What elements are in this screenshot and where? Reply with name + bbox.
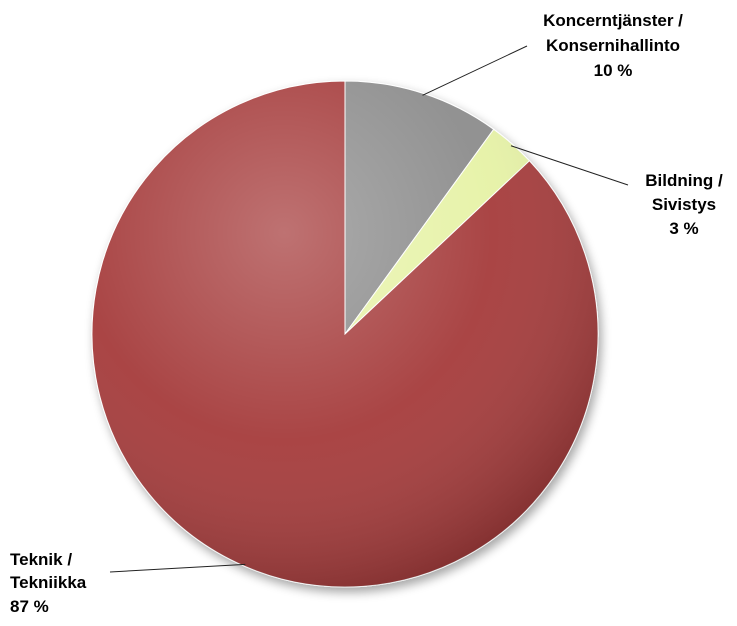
- slice-label-concern-line1: Koncerntjänster /: [543, 11, 683, 30]
- pie-shading: [92, 81, 598, 587]
- slice-label-bildning: Bildning / Sivistys 3 %: [645, 171, 723, 238]
- slice-label-teknik-value: 87 %: [10, 597, 49, 616]
- slice-label-concern-value: 10 %: [594, 61, 633, 80]
- slice-label-bildning-line2: Sivistys: [652, 195, 716, 214]
- slice-label-teknik-line1: Teknik /: [10, 550, 72, 569]
- slice-label-bildning-value: 3 %: [669, 219, 698, 238]
- leader-line-concern: [422, 45, 528, 96]
- slice-label-concern-line2: Konsernihallinto: [546, 36, 680, 55]
- leader-line-bildning: [510, 145, 629, 186]
- slice-label-bildning-line1: Bildning /: [645, 171, 723, 190]
- leader-line-teknik: [109, 563, 246, 573]
- slice-label-teknik-line2: Tekniikka: [10, 573, 87, 592]
- slice-label-teknik: Teknik / Tekniikka 87 %: [10, 550, 87, 616]
- slice-label-concern: Koncerntjänster / Konsernihallinto 10 %: [543, 11, 683, 80]
